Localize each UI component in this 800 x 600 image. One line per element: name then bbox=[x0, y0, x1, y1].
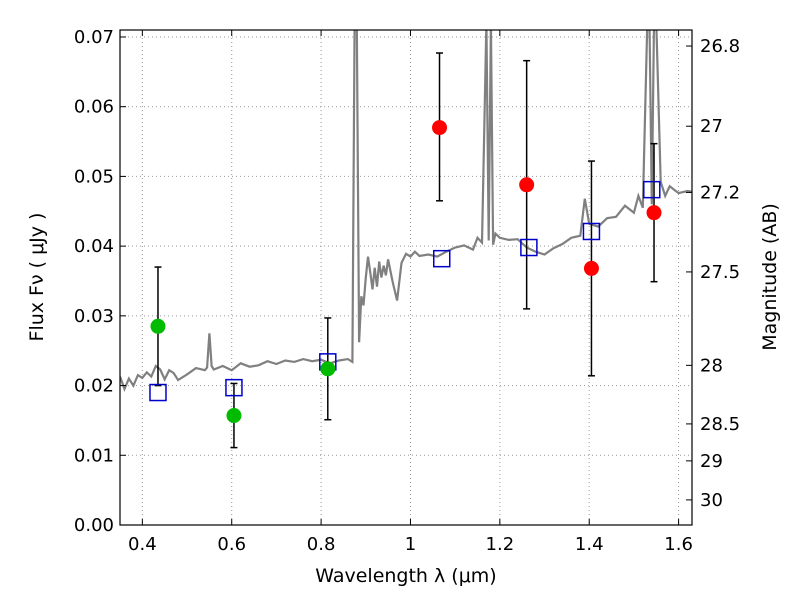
green-data-point bbox=[150, 318, 166, 334]
y2-tick-label: 27.2 bbox=[700, 182, 740, 203]
x-tick-label: 1.4 bbox=[575, 534, 604, 555]
red-data-point bbox=[583, 260, 599, 276]
y2-tick-label: 28.5 bbox=[700, 414, 740, 435]
error-bars bbox=[154, 52, 658, 449]
y-tick-label: 0.07 bbox=[74, 27, 114, 48]
spectrum-polyline bbox=[120, 30, 692, 393]
y-tick-label: 0.01 bbox=[74, 445, 114, 466]
y2-tick-label: 28 bbox=[700, 355, 723, 376]
axes: 0.4 0.6 0.8 1 1.2 1.4 1.6 0.00 0.01 0.02 0.03 0.04 0… bbox=[74, 27, 740, 555]
red-data-point bbox=[519, 177, 535, 193]
x-tick-label: 0.4 bbox=[128, 534, 157, 555]
y-tick-label: 0.00 bbox=[74, 515, 114, 536]
y2-axis-title: Magnitude (AB) bbox=[759, 203, 781, 351]
x-tick-label: 0.6 bbox=[217, 534, 246, 555]
model-square-marker bbox=[643, 180, 661, 199]
y2-tick-label: 27.5 bbox=[700, 262, 740, 283]
y-tick-label: 0.03 bbox=[74, 306, 114, 327]
plot-frame bbox=[119, 29, 693, 526]
model-square-marker bbox=[225, 378, 243, 397]
x-tick-label: 0.8 bbox=[307, 534, 336, 555]
y-tick-label: 0.06 bbox=[74, 97, 114, 118]
model-square-marker bbox=[582, 222, 601, 241]
model-square-marker bbox=[433, 249, 451, 268]
green-data-point bbox=[226, 408, 242, 424]
x-axis-title: Wavelength λ (μm) bbox=[315, 565, 496, 587]
y-tick-label: 0.02 bbox=[74, 376, 114, 397]
red-data-point bbox=[432, 120, 448, 136]
x-tick-label: 1.2 bbox=[486, 534, 515, 555]
y-axis-title: Flux Fν ( μJy ) bbox=[26, 213, 48, 342]
y2-tick-label: 29 bbox=[700, 451, 723, 472]
grid-lines bbox=[120, 30, 692, 525]
x-tick-label: 1 bbox=[405, 534, 416, 555]
y2-tick-label: 26.8 bbox=[700, 36, 740, 57]
y2-tick-label: 27 bbox=[700, 116, 723, 137]
red-data-point bbox=[646, 205, 662, 221]
green-data-point bbox=[320, 361, 336, 377]
y-tick-label: 0.05 bbox=[74, 166, 114, 187]
model-square-marker bbox=[149, 383, 167, 402]
data-markers bbox=[149, 120, 662, 424]
x-tick-label: 1.6 bbox=[664, 534, 693, 555]
y2-tick-label: 30 bbox=[700, 490, 723, 511]
spectrum-line bbox=[120, 30, 692, 393]
y-tick-label: 0.04 bbox=[74, 236, 114, 257]
model-square-marker bbox=[520, 238, 538, 257]
